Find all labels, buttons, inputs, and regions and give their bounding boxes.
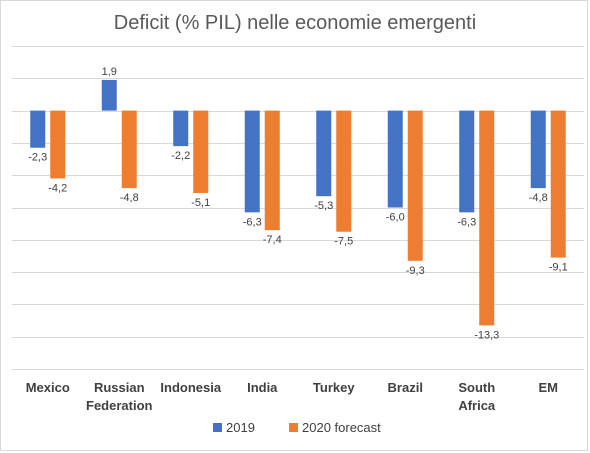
category-label: Turkey: [313, 380, 355, 395]
bar-s2-7: [550, 110, 566, 258]
data-label: -5,1: [191, 197, 210, 209]
data-label: -2,3: [28, 152, 47, 164]
legend-label: 2020 forecast: [302, 420, 381, 435]
bar-s1-4: [316, 110, 332, 197]
legend-swatch: [213, 423, 222, 432]
bar-s2-3: [264, 110, 280, 231]
data-label: -9,1: [549, 262, 568, 274]
category-label: Indonesia: [160, 380, 221, 395]
bar-s2-4: [336, 110, 352, 232]
category-label: Brazil: [388, 380, 423, 395]
category-label: India: [247, 380, 278, 395]
bar-s1-5: [387, 110, 403, 208]
bar-s1-1: [101, 79, 117, 111]
bar-s2-6: [479, 110, 495, 326]
data-label: -2,2: [171, 150, 190, 162]
data-label: -7,4: [263, 234, 282, 246]
bar-s1-3: [244, 110, 260, 213]
bar-s2-0: [50, 110, 66, 179]
chart-title: Deficit (% PIL) nelle economie emergenti: [114, 12, 476, 34]
category-label: EM: [539, 380, 559, 395]
category-labels: Mexico Russian Federation Indonesia India Tur…: [26, 380, 558, 413]
data-label: 1,9: [102, 66, 117, 78]
legend: 2019 2020 forecast: [213, 420, 381, 435]
data-label: -4,2: [48, 182, 67, 194]
data-label: -13,3: [474, 329, 499, 341]
category-label: Russian Federation: [86, 380, 153, 413]
category-label: South Africa: [458, 380, 496, 413]
data-label: -6,3: [243, 216, 262, 228]
bars: [30, 79, 566, 326]
bar-s1-2: [173, 110, 189, 147]
legend-swatch: [289, 423, 298, 432]
data-label: -4,8: [120, 192, 139, 204]
data-label: -6,3: [457, 216, 476, 228]
bar-s1-6: [459, 110, 475, 213]
data-label: -4,8: [529, 192, 548, 204]
data-label: -5,3: [314, 200, 333, 212]
data-label: -9,3: [406, 265, 425, 277]
bar-s1-0: [30, 110, 46, 148]
bar-s2-5: [407, 110, 423, 261]
category-label: Mexico: [26, 380, 70, 395]
bar-s2-1: [121, 110, 137, 189]
data-label: -6,0: [386, 212, 405, 224]
gridlines: [12, 46, 584, 370]
bar-s2-2: [193, 110, 209, 193]
data-label: -7,5: [334, 236, 353, 248]
bar-s1-7: [530, 110, 546, 189]
data-labels: -2,3-4,21,9-4,8-2,2-5,1-6,3-7,4-5,3-7,5-…: [28, 66, 567, 341]
legend-label: 2019: [226, 420, 255, 435]
